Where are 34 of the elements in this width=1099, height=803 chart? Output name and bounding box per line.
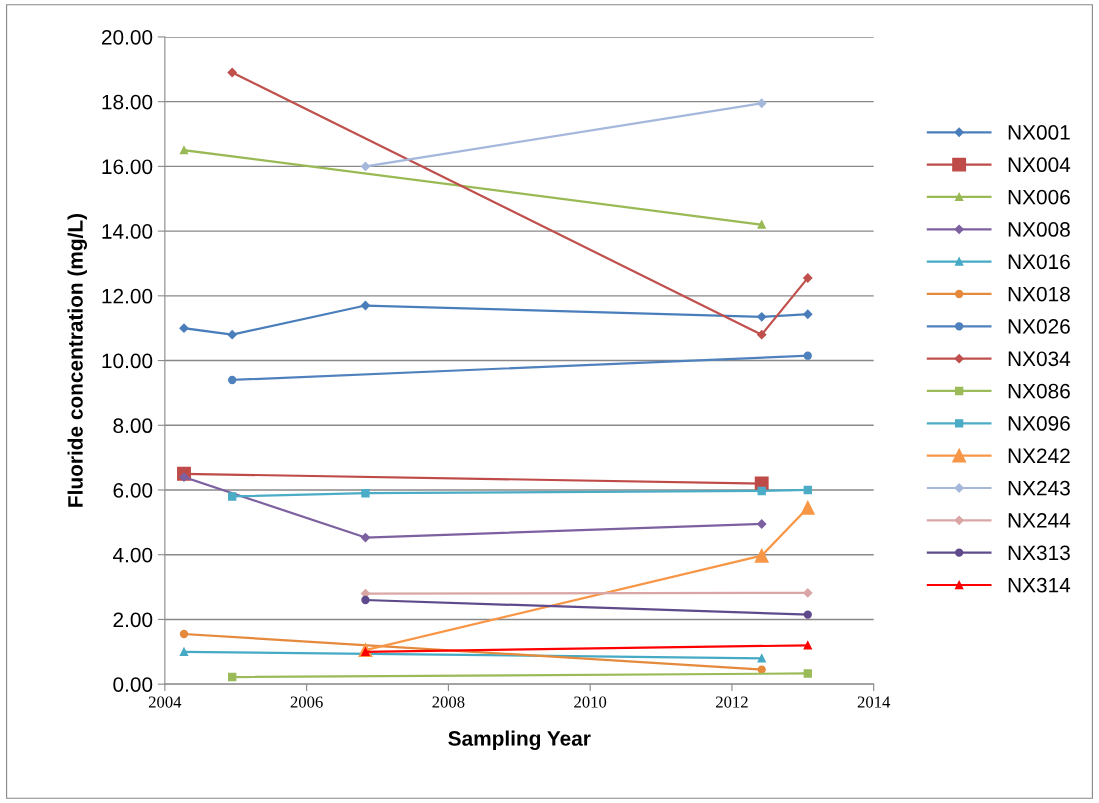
- legend-label: NX006: [1008, 189, 1070, 205]
- y-tick-label: 16.00: [102, 159, 153, 175]
- y-tick-label: 14.00: [102, 224, 153, 239]
- legend-label: NX026: [1008, 319, 1070, 334]
- x-tick-label: 2008: [432, 696, 465, 708]
- legend-label: NX004: [1008, 157, 1071, 173]
- legend-label: NX008: [1008, 222, 1070, 237]
- x-tick-label: 2010: [574, 696, 607, 708]
- legend-label: NX034: [1008, 351, 1071, 367]
- y-tick-label: 10.00: [102, 353, 153, 369]
- legend-label: NX001: [1008, 125, 1070, 140]
- legend-label: NX244: [1008, 513, 1071, 528]
- y-tick-label: 12.00: [102, 288, 153, 304]
- y-axis-title: Fluoride concentration (mg/L): [67, 214, 88, 507]
- y-tick-label: 2.00: [113, 612, 153, 628]
- legend-label: NX242: [1008, 448, 1070, 463]
- x-axis-title: Sampling Year: [448, 730, 591, 751]
- y-tick-label: 18.00: [102, 94, 153, 110]
- y-tick-label: 0.00: [113, 677, 153, 692]
- legend-label: NX086: [1008, 383, 1070, 399]
- y-tick-label: 6.00: [113, 482, 153, 498]
- legend-label: NX016: [1008, 254, 1070, 270]
- y-tick-label: 20.00: [101, 29, 153, 45]
- y-tick-label: 4.00: [112, 547, 153, 563]
- legend-label: NX096: [1008, 416, 1070, 431]
- x-tick-label: 2004: [148, 696, 182, 708]
- legend-label: NX313: [1008, 545, 1070, 561]
- legend-label: NX314: [1008, 577, 1071, 593]
- x-tick-label: 2014: [857, 696, 891, 708]
- legend-label: NX018: [1008, 286, 1070, 302]
- legend-label: NX243: [1008, 480, 1070, 496]
- y-tick-label: 8.00: [113, 418, 153, 434]
- x-tick-label: 2006: [290, 696, 323, 708]
- x-tick-label: 2012: [716, 696, 748, 708]
